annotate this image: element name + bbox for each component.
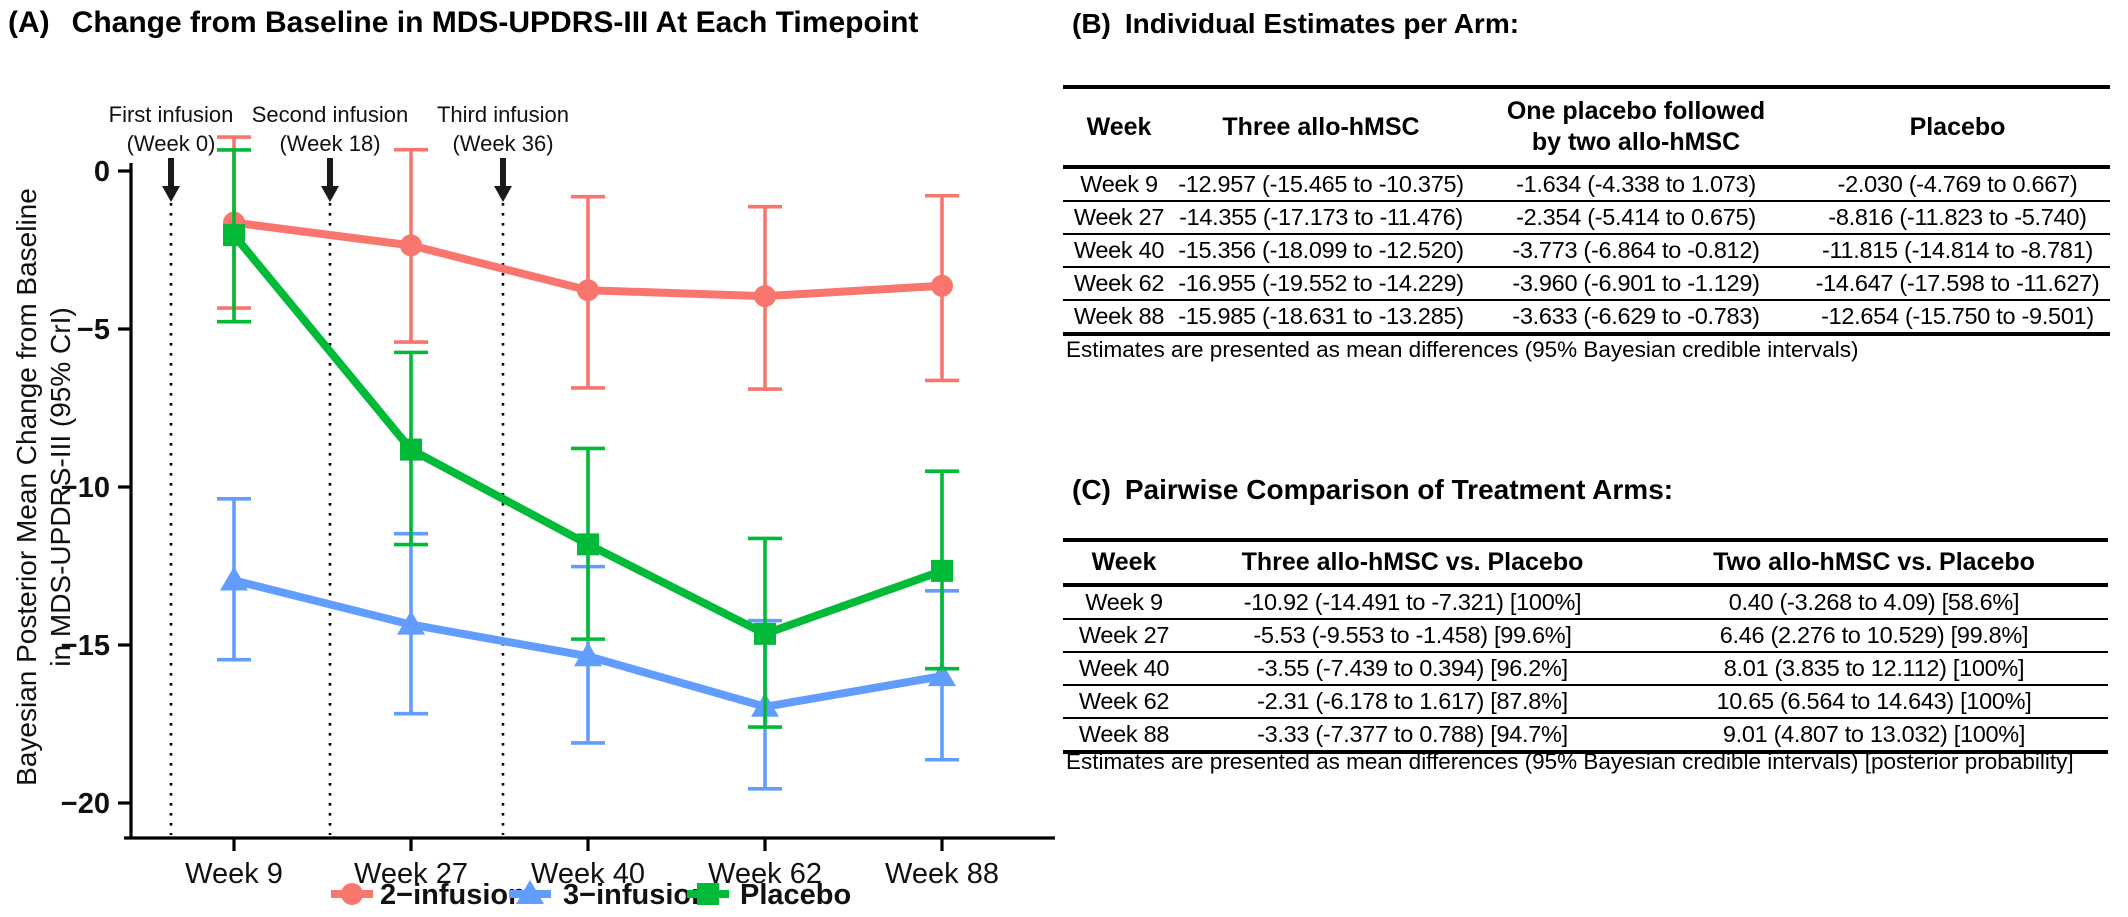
- table-cell: -2.030 (-4.769 to 0.667): [1805, 167, 2110, 202]
- column-header-placebo: Placebo: [1805, 87, 2110, 169]
- svg-text:Placebo: Placebo: [740, 879, 851, 911]
- column-header-one-placebo-two-allo-hmsc: One placebo followed by two allo-hMSC: [1467, 87, 1805, 169]
- table-row: Week 62 -2.31 (-6.178 to 1.617) [87.8%] …: [1063, 685, 2108, 719]
- column-header-week: Week: [1063, 87, 1175, 169]
- table-cell: Week 9: [1063, 167, 1175, 202]
- svg-text:0: 0: [94, 156, 110, 188]
- table-cell: 9.01 (4.807 to 13.032) [100%]: [1640, 718, 2108, 754]
- svg-text:Week 27: Week 27: [354, 858, 468, 890]
- table-cell: -12.957 (-15.465 to -10.375): [1175, 167, 1467, 202]
- table-cell: -2.354 (-5.414 to 0.675): [1467, 201, 1805, 235]
- table-cell: Week 62: [1063, 267, 1175, 301]
- svg-text:−15: −15: [61, 630, 110, 662]
- table-cell: -5.53 (-9.553 to -1.458) [99.6%]: [1185, 619, 1640, 653]
- updrs-line-chart: First infusion (Week 0) Second infusion (We…: [11, 102, 1055, 911]
- table-cell: 0.40 (-3.268 to 4.09) [58.6%]: [1640, 585, 2108, 620]
- panel-a-title: (A) Change from Baseline in MDS-UPDRS-III…: [8, 6, 918, 40]
- panel-b-title-text: Individual Estimates per Arm:: [1124, 8, 1520, 39]
- panel-b-title: (B) Individual Estimates per Arm:: [1072, 8, 1519, 40]
- table-cell: -3.55 (-7.439 to 0.394) [96.2%]: [1185, 652, 1640, 686]
- table-cell: 6.46 (2.276 to 10.529) [99.8%]: [1640, 619, 2108, 653]
- table-cell: -3.960 (-6.901 to -1.129): [1467, 267, 1805, 301]
- svg-text:Third infusion: Third infusion: [437, 102, 569, 127]
- table-cell: -1.634 (-4.338 to 1.073): [1467, 167, 1805, 202]
- table-cell: -14.647 (-17.598 to -11.627): [1805, 267, 2110, 301]
- svg-text:3−infusion: 3−infusion: [563, 879, 709, 911]
- svg-text:Week 9: Week 9: [185, 858, 283, 890]
- svg-text:−10: −10: [61, 472, 110, 504]
- header-row: Week Three allo-hMSC vs. Placebo Two all…: [1063, 540, 2108, 587]
- table-row: Week 40 -3.55 (-7.439 to 0.394) [96.2%] …: [1063, 652, 2108, 686]
- column-header-three-vs-placebo: Three allo-hMSC vs. Placebo: [1185, 540, 1640, 587]
- table-cell: Week 40: [1063, 652, 1185, 686]
- table-cell: Week 88: [1063, 300, 1175, 336]
- table-cell: 10.65 (6.564 to 14.643) [100%]: [1640, 685, 2108, 719]
- panel-c-title: (C) Pairwise Comparison of Treatment Arms…: [1072, 474, 1673, 506]
- series-placebo: [217, 148, 959, 729]
- table-row: Week 27 -14.355 (-17.173 to -11.476) -2.…: [1063, 201, 2110, 235]
- svg-text:Second infusion: Second infusion: [252, 102, 409, 127]
- panel-a-label: (A): [8, 6, 50, 39]
- table-cell: -11.815 (-14.814 to -8.781): [1805, 234, 2110, 268]
- axes: 0 −5 −10 −15 −20 Week 9 Week 27 Week 40 Week 62 W…: [11, 156, 1055, 890]
- panel-c-label: (C): [1072, 474, 1111, 505]
- table-row: Week 88 -15.985 (-18.631 to -13.285) -3.…: [1063, 300, 2110, 336]
- table-cell: -3.633 (-6.629 to -0.783): [1467, 300, 1805, 336]
- panel-b-footnote: Estimates are presented as mean differen…: [1066, 337, 1859, 362]
- column-header-two-vs-placebo: Two allo-hMSC vs. Placebo: [1640, 540, 2108, 587]
- table-cell: -3.773 (-6.864 to -0.812): [1467, 234, 1805, 268]
- infusion-annotations: First infusion (Week 0) Second infusion (We…: [109, 102, 569, 835]
- table-cell: Week 9: [1063, 585, 1185, 620]
- chart-legend: 2−infusion 3−infusion Placebo: [331, 879, 851, 911]
- svg-text:First infusion: First infusion: [109, 102, 234, 127]
- svg-text:(Week 18): (Week 18): [279, 131, 380, 156]
- table-cell: -16.955 (-19.552 to -14.229): [1175, 267, 1467, 301]
- column-header-three-allo-hmsc: Three allo-hMSC: [1175, 87, 1467, 169]
- header-row: Week Three allo-hMSC One placebo followe…: [1063, 87, 2110, 169]
- table-row: Week 9 -10.92 (-14.491 to -7.321) [100%]…: [1063, 585, 2108, 620]
- table-row: Week 27 -5.53 (-9.553 to -1.458) [99.6%]…: [1063, 619, 2108, 653]
- table-cell: Week 27: [1063, 201, 1175, 235]
- table-cell: 8.01 (3.835 to 12.112) [100%]: [1640, 652, 2108, 686]
- svg-text:(Week 36): (Week 36): [452, 131, 553, 156]
- table-cell: -2.31 (-6.178 to 1.617) [87.8%]: [1185, 685, 1640, 719]
- table-cell: Week 88: [1063, 718, 1185, 754]
- table-cell: -12.654 (-15.750 to -9.501): [1805, 300, 2110, 336]
- panel-c-footnote: Estimates are presented as mean differen…: [1066, 749, 2074, 774]
- table-cell: -8.816 (-11.823 to -5.740): [1805, 201, 2110, 235]
- svg-text:−5: −5: [77, 314, 110, 346]
- individual-estimates-table: Week Three allo-hMSC One placebo followe…: [1063, 85, 2110, 336]
- table-row: Week 88 -3.33 (-7.377 to 0.788) [94.7%] …: [1063, 718, 2108, 754]
- svg-text:Week 40: Week 40: [531, 858, 645, 890]
- table-cell: Week 27: [1063, 619, 1185, 653]
- svg-text:Bayesian Posterior Mean Change: Bayesian Posterior Mean Change from Base…: [11, 188, 42, 786]
- column-header-week: Week: [1063, 540, 1185, 587]
- svg-text:Week 88: Week 88: [885, 858, 999, 890]
- chart-title: Change from Baseline in MDS-UPDRS-III At…: [71, 6, 919, 39]
- table-row: Week 9 -12.957 (-15.465 to -10.375) -1.6…: [1063, 167, 2110, 202]
- pairwise-comparison-table: Week Three allo-hMSC vs. Placebo Two all…: [1063, 538, 2108, 754]
- series-2-infusion: [217, 135, 959, 391]
- svg-text:(Week 0): (Week 0): [127, 131, 216, 156]
- table-row: Week 40 -15.356 (-18.099 to -12.520) -3.…: [1063, 234, 2110, 268]
- svg-text:−20: −20: [61, 788, 110, 820]
- svg-text:in MDS-UPDRS-III (95% CrI): in MDS-UPDRS-III (95% CrI): [45, 307, 76, 666]
- table-cell: -15.985 (-18.631 to -13.285): [1175, 300, 1467, 336]
- table-cell: -15.356 (-18.099 to -12.520): [1175, 234, 1467, 268]
- table-cell: Week 40: [1063, 234, 1175, 268]
- table-row: Week 62 -16.955 (-19.552 to -14.229) -3.…: [1063, 267, 2110, 301]
- svg-text:Week 62: Week 62: [708, 858, 822, 890]
- table-cell: Week 62: [1063, 685, 1185, 719]
- panel-b-label: (B): [1072, 8, 1111, 39]
- svg-text:2−infusion: 2−infusion: [380, 879, 526, 911]
- table-cell: -10.92 (-14.491 to -7.321) [100%]: [1185, 585, 1640, 620]
- table-cell: -3.33 (-7.377 to 0.788) [94.7%]: [1185, 718, 1640, 754]
- table-cell: -14.355 (-17.173 to -11.476): [1175, 201, 1467, 235]
- panel-c-title-text: Pairwise Comparison of Treatment Arms:: [1124, 474, 1674, 505]
